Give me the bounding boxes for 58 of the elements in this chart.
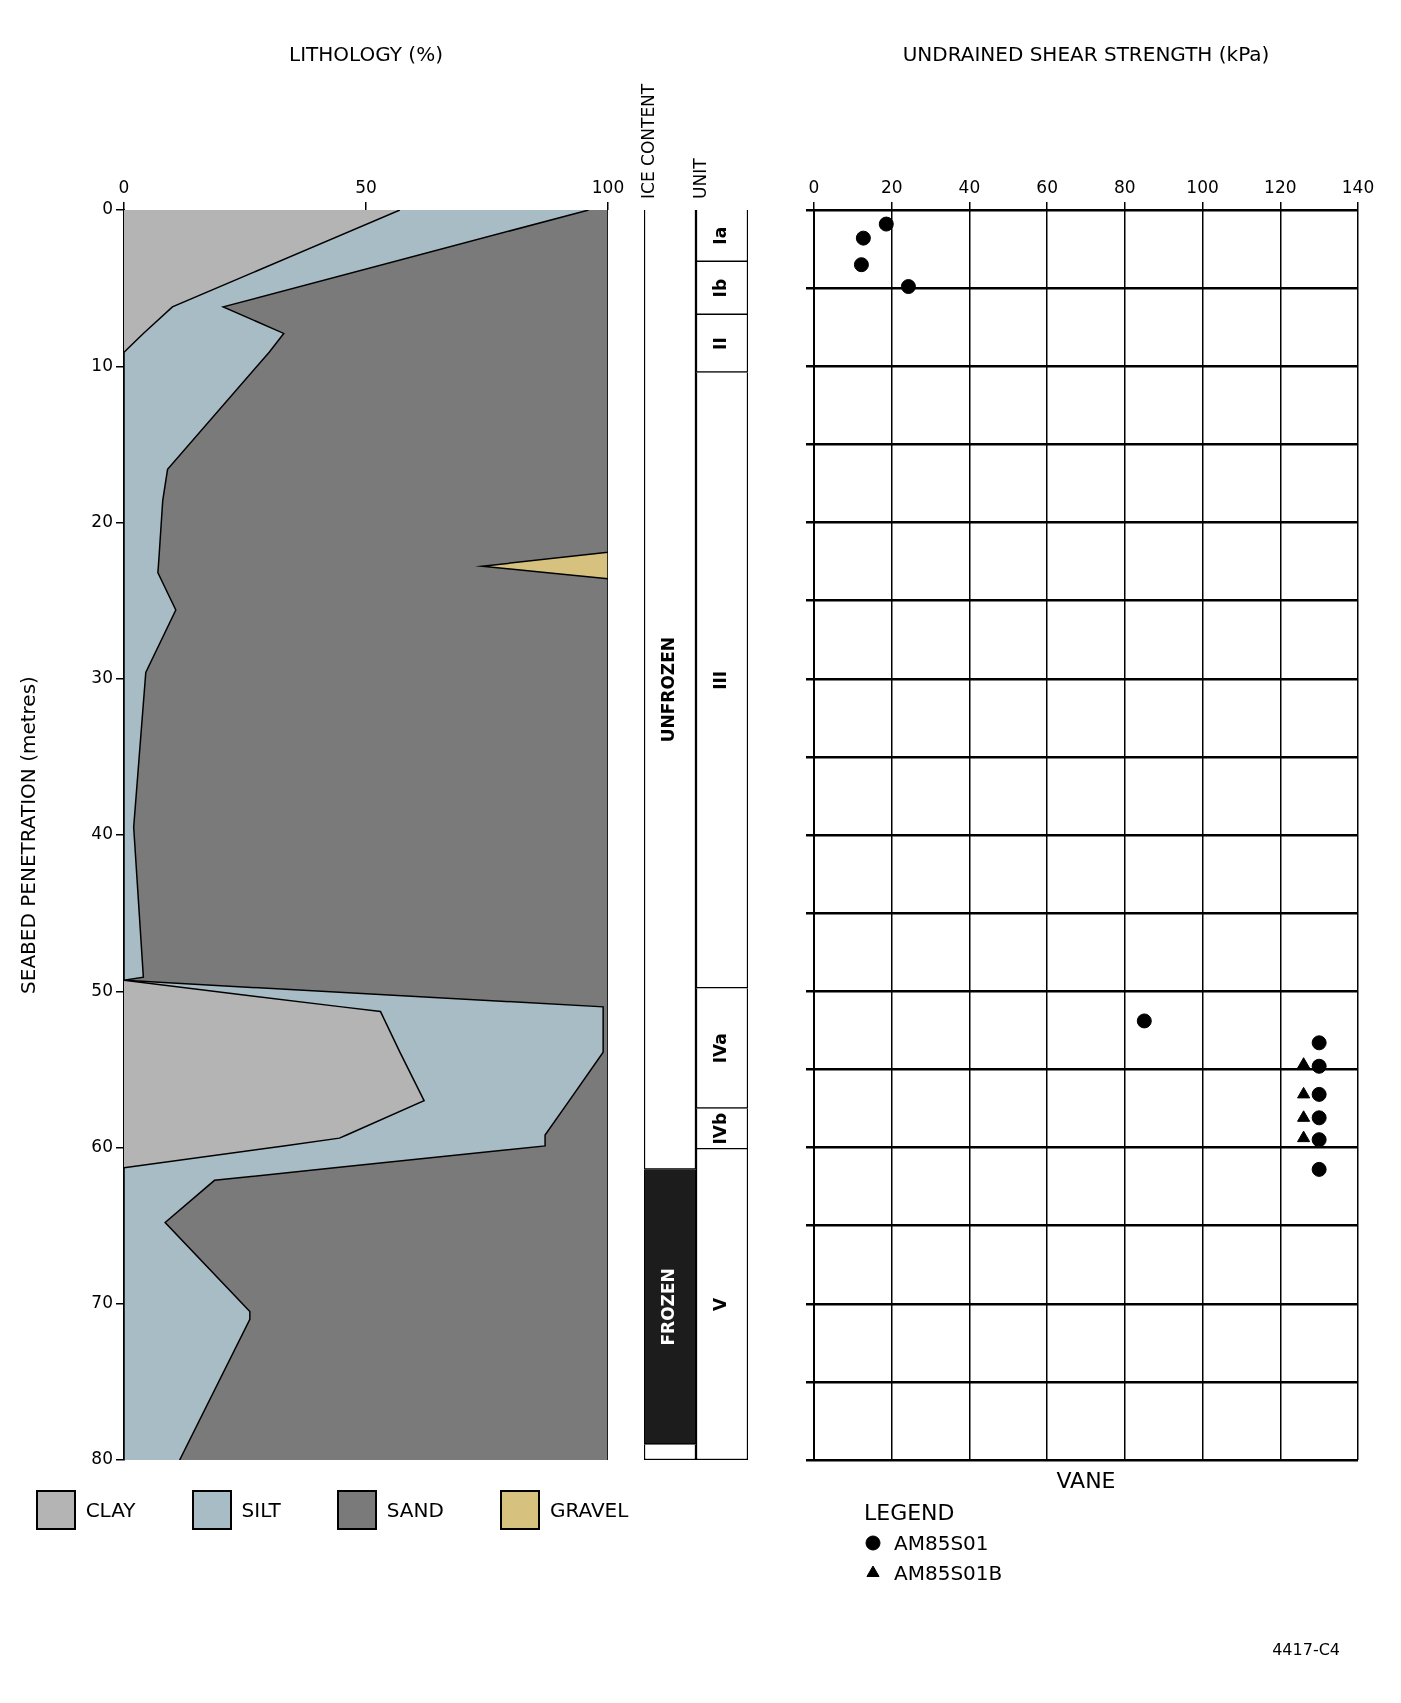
legend-label: CLAY bbox=[85, 1498, 136, 1522]
point bbox=[853, 257, 869, 273]
y-tick-label: 30 bbox=[91, 667, 113, 688]
x-tick-label: 100 bbox=[591, 177, 625, 198]
x-tick-label: 100 bbox=[1186, 177, 1219, 198]
y-tick-label: 10 bbox=[91, 354, 113, 375]
x-tick-label: 0 bbox=[118, 177, 130, 198]
y-tick-label: 80 bbox=[91, 1448, 113, 1469]
series-label: V bbox=[710, 1297, 731, 1312]
x-tick-label: 40 bbox=[958, 177, 981, 198]
series-label: III bbox=[710, 670, 731, 690]
y-axis-title: SEABED PENETRATION (metres) bbox=[16, 676, 41, 994]
series-label: IVa bbox=[710, 1033, 731, 1064]
legend-label: SAND bbox=[386, 1498, 444, 1522]
x-tick-label: 120 bbox=[1264, 177, 1297, 198]
x-axis-title: LITHOLOGY (%) bbox=[289, 42, 443, 67]
y-tick-label: 20 bbox=[91, 510, 113, 531]
point bbox=[1311, 1086, 1327, 1102]
legend-title: LEGEND bbox=[864, 1500, 956, 1525]
point bbox=[1136, 1013, 1152, 1029]
point bbox=[855, 230, 871, 246]
x-tick-label: 20 bbox=[880, 177, 903, 198]
point bbox=[1297, 1086, 1311, 1099]
x-tick-label: ICE CONTENT bbox=[638, 83, 659, 199]
point bbox=[1297, 1130, 1311, 1143]
series-label: FROZEN bbox=[658, 1268, 679, 1346]
series-label: IVb bbox=[710, 1112, 731, 1145]
text: VANE bbox=[1055, 1468, 1117, 1493]
y-tick-label: 70 bbox=[91, 1292, 113, 1313]
x-tick-label: 80 bbox=[1114, 177, 1136, 198]
point bbox=[1311, 1058, 1327, 1074]
legend-label: SILT bbox=[241, 1498, 281, 1522]
series-label: II bbox=[710, 337, 731, 350]
y-tick-label: 60 bbox=[91, 1135, 113, 1156]
point bbox=[1311, 1110, 1327, 1126]
x-tick-label: 140 bbox=[1341, 177, 1375, 198]
legend-label: AM85S01 bbox=[894, 1531, 989, 1555]
x-axis-title: UNDRAINED SHEAR STRENGTH (kPa) bbox=[902, 42, 1270, 67]
y-tick-label: 40 bbox=[91, 823, 113, 844]
y-tick-label: 50 bbox=[91, 979, 113, 1000]
series-label: Ib bbox=[710, 278, 731, 298]
x-tick-label: 60 bbox=[1036, 177, 1058, 198]
text: 4417-C4 bbox=[1272, 1640, 1340, 1659]
point bbox=[1311, 1132, 1327, 1148]
point bbox=[1297, 1110, 1311, 1122]
legend-label: GRAVEL bbox=[549, 1498, 629, 1522]
x-tick-label: 0 bbox=[808, 177, 820, 198]
point bbox=[1297, 1057, 1311, 1069]
legend-label: AM85S01B bbox=[894, 1561, 1003, 1585]
x-tick-label: 50 bbox=[355, 177, 377, 198]
point bbox=[878, 216, 894, 232]
point bbox=[1311, 1161, 1327, 1177]
point bbox=[900, 279, 916, 295]
y-tick-label: 0 bbox=[102, 198, 113, 219]
point bbox=[1311, 1035, 1327, 1051]
series-label: UNFROZEN bbox=[658, 637, 679, 743]
series-label: Ia bbox=[710, 226, 731, 245]
x-tick-label: UNIT bbox=[690, 157, 711, 199]
